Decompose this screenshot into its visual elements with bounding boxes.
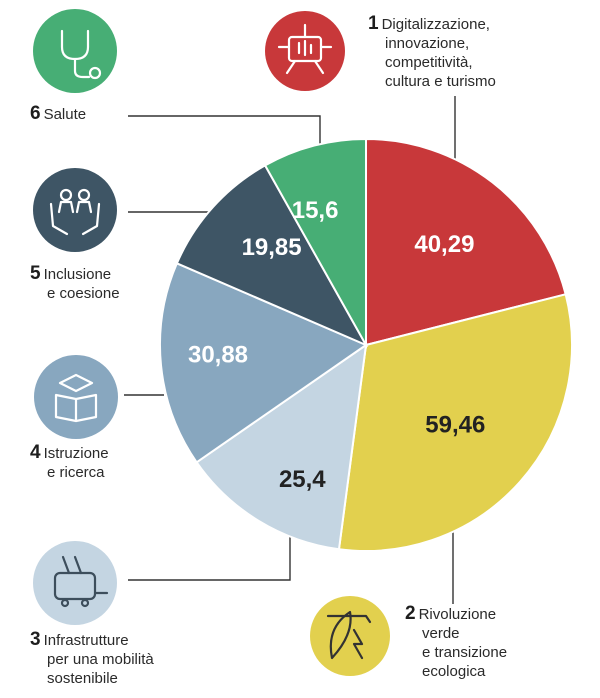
category-number-1: 1 xyxy=(368,13,379,34)
category-number-2: 2 xyxy=(405,603,416,624)
hand-touch-icon xyxy=(265,11,345,91)
slice-value-label-2: 59,46 xyxy=(425,411,485,438)
category-name-line: verde xyxy=(422,625,460,642)
category-name-line: e ricerca xyxy=(47,464,105,481)
category-number-4: 4 xyxy=(30,442,41,463)
category-label-2: 2 Rivoluzione verde e transizione ecologi… xyxy=(405,604,507,681)
category-name-line: ecologica xyxy=(422,663,486,680)
category-icons xyxy=(33,9,390,676)
category-name-line: Inclusione xyxy=(43,266,112,283)
slice-value-label-5: 19,85 xyxy=(242,234,302,261)
category-name-line: Salute xyxy=(43,106,87,123)
category-number-5: 5 xyxy=(30,263,41,284)
category-name-line: competitività, xyxy=(385,54,473,71)
category-label-6: 6 Salute xyxy=(30,104,86,124)
slice-value-labels: 40,29 59,46 25,4 30,88 19,85 15,6 xyxy=(188,197,485,493)
slice-value-label-1: 40,29 xyxy=(414,231,474,258)
tram-icon xyxy=(33,541,117,625)
slice-value-label-6: 15,6 xyxy=(292,197,339,224)
pie-slice-5 xyxy=(175,164,369,348)
connector-line xyxy=(128,518,291,581)
pie-slice-1 xyxy=(365,137,567,347)
category-name-line: sostenibile xyxy=(47,670,118,687)
category-label-4: 4 Istruzione e ricerca xyxy=(30,443,109,482)
pie-slice-3 xyxy=(195,342,368,551)
slice-value-label-4: 30,88 xyxy=(188,342,248,369)
pie-slice-4 xyxy=(159,262,369,464)
category-name-line: cultura e turismo xyxy=(385,73,496,90)
category-name-line: e coesione xyxy=(47,285,120,302)
graduation-book-icon xyxy=(34,355,118,439)
category-label-3: 3 Infrastrutture per una mobilità sosteni… xyxy=(30,630,154,688)
category-number-6: 6 xyxy=(30,103,41,124)
people-hands-icon xyxy=(33,168,117,252)
category-label-1: 1 Digitalizzazione, innovazione, competit… xyxy=(368,14,496,91)
category-name-line: per una mobilità xyxy=(47,651,154,668)
pie-slices xyxy=(159,137,573,552)
category-name-line: Rivoluzione xyxy=(418,606,497,623)
pie-slice-6 xyxy=(263,137,367,349)
category-number-3: 3 xyxy=(30,629,41,650)
category-name-line: Infrastrutture xyxy=(43,632,129,649)
category-name-line: e transizione xyxy=(422,644,508,661)
leaf-energy-icon xyxy=(310,596,390,676)
stethoscope-icon xyxy=(33,9,117,93)
slice-value-label-3: 25,4 xyxy=(279,466,326,493)
pie-slice-2 xyxy=(337,293,573,552)
category-name-line: innovazione, xyxy=(385,35,470,52)
category-name-line: Digitalizzazione, xyxy=(381,16,490,33)
category-name-line: Istruzione xyxy=(43,445,109,462)
category-label-5: 5 Inclusione e coesione xyxy=(30,264,120,303)
